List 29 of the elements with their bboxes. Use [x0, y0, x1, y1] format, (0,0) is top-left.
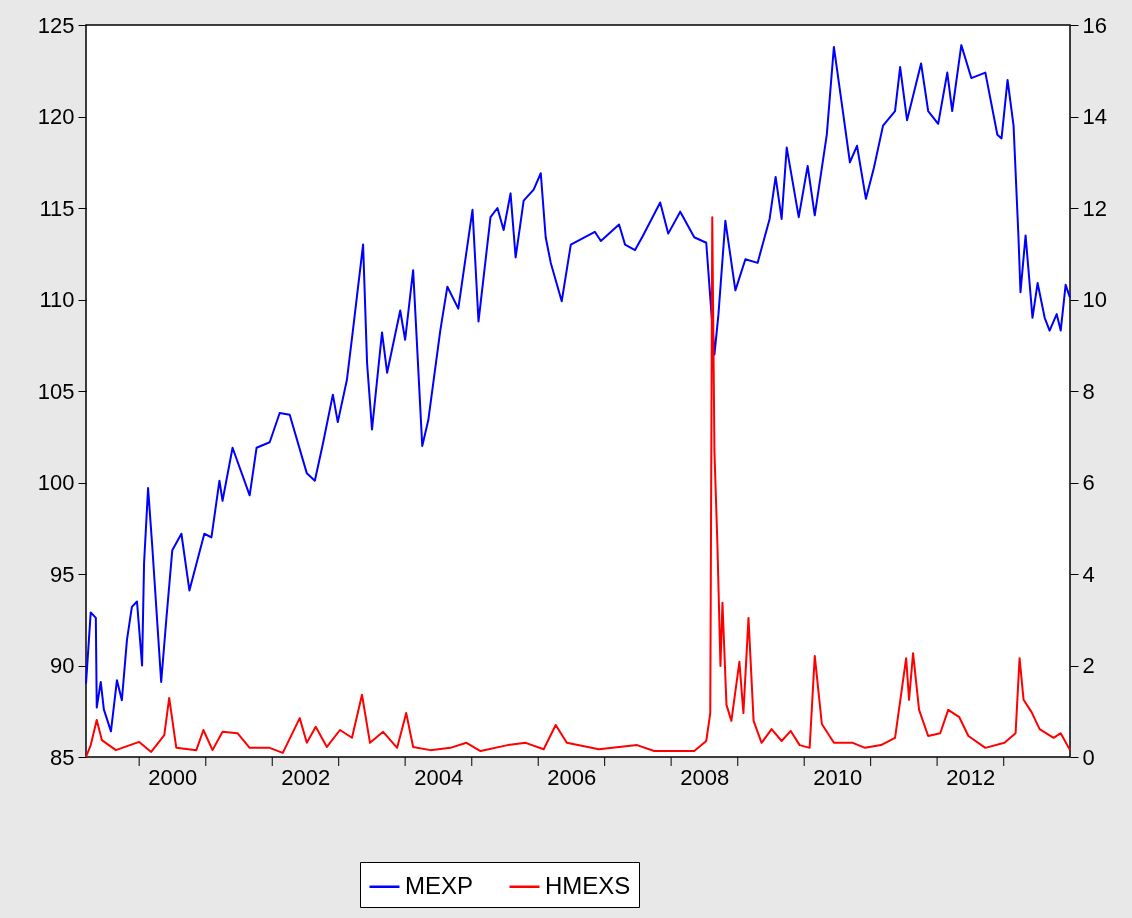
y2-tick-label: 6 — [1082, 470, 1095, 495]
y2-tick-label: 14 — [1082, 104, 1107, 129]
y2-tick-label: 0 — [1082, 744, 1095, 770]
legend-label: HMEXS — [545, 871, 631, 899]
y-tick-label: 95 — [50, 561, 75, 587]
x-tick-label: 2008 — [680, 764, 730, 790]
y-tick-label: 120 — [37, 104, 75, 129]
y2-tick-label: 12 — [1082, 195, 1107, 221]
y2-tick-label: 2 — [1082, 653, 1095, 678]
legend-label: MEXP — [405, 871, 474, 899]
x-tick-label: 2010 — [813, 764, 863, 790]
y2-tick-label: 4 — [1082, 561, 1095, 587]
y2-tick-label: 10 — [1082, 287, 1107, 312]
line-series — [85, 44, 1071, 733]
y-tick-label: 110 — [39, 287, 75, 312]
y-tick-label: 115 — [39, 195, 75, 221]
y-tick-label: 100 — [37, 470, 75, 495]
y-tick-label: 90 — [50, 653, 75, 678]
y-tick-label: 125 — [37, 12, 75, 38]
line-series — [85, 216, 1071, 758]
x-tick-label: 2004 — [414, 764, 464, 790]
x-tick-label: 2006 — [547, 764, 597, 790]
y2-tick-label: 8 — [1082, 378, 1095, 404]
x-tick-label: 2002 — [281, 764, 331, 790]
y-tick-label: 105 — [37, 378, 75, 404]
y-tick-label: 85 — [50, 744, 75, 770]
x-tick-label: 2000 — [148, 764, 198, 790]
y2-tick-label: 16 — [1082, 12, 1107, 38]
x-tick-label: 2012 — [946, 764, 996, 790]
